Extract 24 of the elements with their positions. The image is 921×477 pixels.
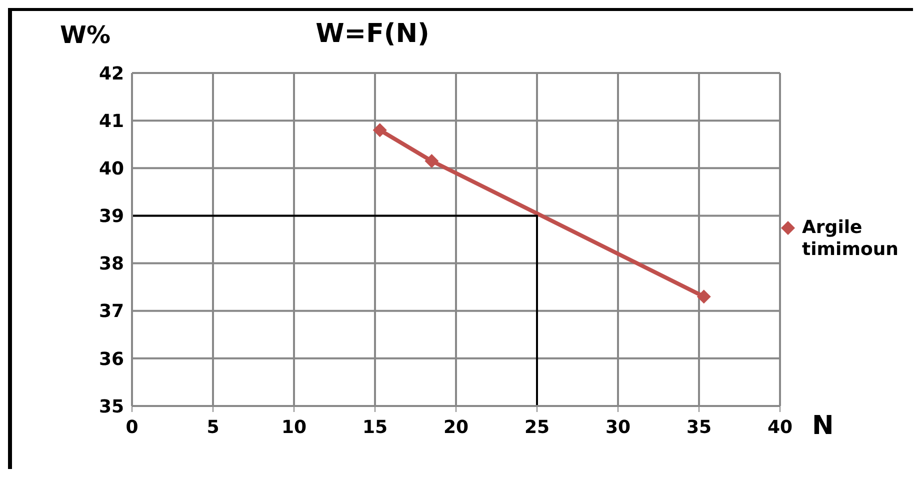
y-tick-label: 39 (98, 206, 124, 228)
point (372, 123, 387, 138)
y-tick-label: 40 (98, 158, 124, 180)
x-tick-label: 10 (281, 416, 307, 438)
y-tick-label: 42 (98, 63, 124, 84)
x-tick-label: 40 (767, 416, 793, 438)
chart-title: W=F(N) (316, 19, 430, 49)
x-tick-label: 30 (605, 416, 631, 438)
x-tick-label: 15 (362, 416, 388, 438)
y-axis-title: W% (60, 21, 111, 49)
y-tick-label: 37 (98, 301, 124, 322)
point (424, 154, 439, 168)
legend-label: Argile timimoun (802, 216, 900, 260)
x-tick-label: 25 (524, 416, 550, 438)
x-tick-label: 0 (126, 416, 138, 438)
x-tick-label: 35 (686, 416, 712, 438)
y-tick-label: 35 (98, 396, 124, 418)
x-axis-title: N (812, 411, 834, 441)
y-tick-label: 36 (98, 348, 124, 370)
y-tick-label: 41 (98, 110, 124, 132)
x-tick-label: 20 (443, 416, 469, 438)
x-tick-label: 5 (206, 416, 220, 438)
point (696, 290, 711, 304)
y-tick-label: 38 (98, 254, 124, 275)
